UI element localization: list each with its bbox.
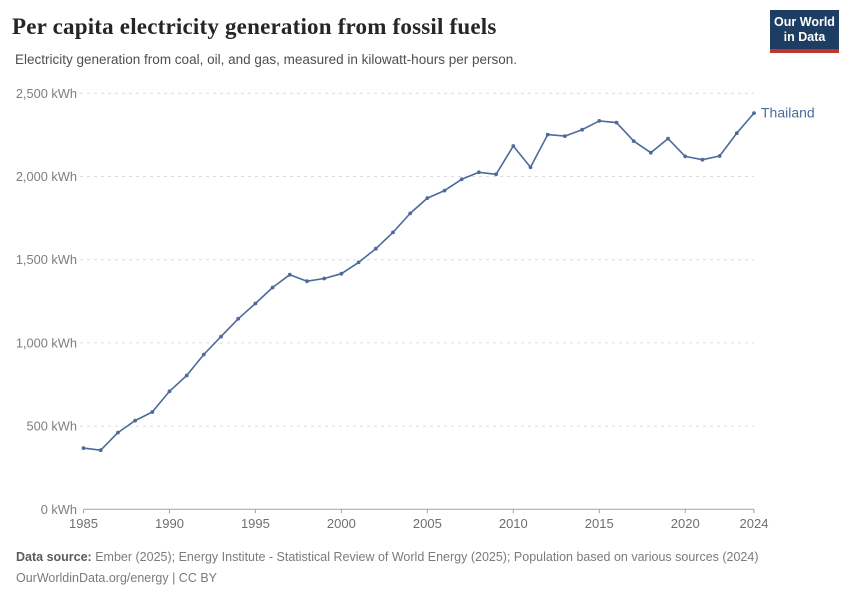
data-point[interactable]	[734, 131, 739, 135]
data-point[interactable]	[459, 177, 464, 182]
data-point[interactable]	[528, 165, 533, 170]
series-end-label[interactable]: Thailand	[761, 105, 815, 121]
x-tick-label: 1995	[241, 516, 270, 531]
data-point[interactable]	[648, 150, 653, 155]
data-point[interactable]	[322, 276, 327, 281]
data-point[interactable]	[219, 334, 223, 339]
data-point[interactable]	[270, 285, 275, 290]
x-tick-label: 2005	[413, 516, 442, 531]
data-point[interactable]	[614, 120, 619, 125]
y-tick-label: 1,000 kWh	[16, 335, 77, 350]
x-tick-label: 1990	[155, 516, 184, 531]
data-point[interactable]	[305, 279, 309, 284]
data-point[interactable]	[356, 260, 361, 265]
data-point[interactable]	[683, 154, 688, 159]
chart-svg[interactable]: 0 kWh 500 kWh 1,000 kWh 1,500 kWh 2,000 kWh 2…	[0, 80, 850, 540]
data-source-label: Data source:	[16, 550, 92, 564]
data-point[interactable]	[98, 448, 103, 453]
data-point[interactable]	[253, 301, 258, 306]
data-point[interactable]	[133, 418, 138, 423]
y-tick-label: 2,500 kWh	[16, 86, 77, 101]
data-point[interactable]	[494, 172, 498, 177]
y-tick-label: 2,000 kWh	[16, 169, 77, 184]
data-point[interactable]	[442, 188, 447, 193]
data-source-text: Ember (2025); Energy Institute - Statist…	[91, 550, 759, 564]
data-point[interactable]	[563, 134, 567, 138]
data-source-line: Data source: Ember (2025); Energy Instit…	[16, 547, 836, 568]
data-point[interactable]	[580, 127, 584, 132]
data-point[interactable]	[287, 272, 292, 277]
page-title: Per capita electricity generation from f…	[12, 14, 497, 39]
owid-logo-line2: in Data	[783, 29, 826, 44]
data-point[interactable]	[116, 430, 120, 435]
data-point[interactable]	[631, 139, 636, 143]
data-point[interactable]	[373, 246, 378, 251]
chart-subtitle: Electricity generation from coal, oil, a…	[15, 52, 517, 67]
data-point[interactable]	[236, 316, 241, 321]
owid-logo-line1: Our World	[774, 14, 835, 29]
data-point[interactable]	[597, 119, 602, 123]
data-point[interactable]	[81, 446, 86, 450]
license-line[interactable]: OurWorldinData.org/energy | CC BY	[16, 571, 218, 585]
data-point[interactable]	[477, 170, 481, 175]
data-point[interactable]	[408, 211, 413, 216]
data-point[interactable]	[201, 352, 206, 357]
owid-logo[interactable]: Our World in Data	[770, 10, 839, 53]
chart-area[interactable]: 0 kWh 500 kWh 1,000 kWh 1,500 kWh 2,000 kWh 2…	[0, 80, 850, 540]
x-tick-label: 2010	[499, 516, 528, 531]
data-point[interactable]	[339, 271, 344, 276]
x-tick-label: 2024	[740, 516, 769, 531]
data-point[interactable]	[700, 157, 705, 162]
x-tick-label: 2000	[327, 516, 356, 531]
data-point[interactable]	[752, 111, 756, 115]
x-tick-label: 1985	[69, 516, 98, 531]
data-point[interactable]	[717, 154, 722, 158]
data-point[interactable]	[545, 132, 550, 137]
data-point[interactable]	[167, 389, 172, 394]
data-point[interactable]	[391, 230, 395, 235]
y-tick-label: 500 kWh	[26, 419, 77, 434]
y-tick-label: 1,500 kWh	[16, 252, 77, 267]
data-point[interactable]	[425, 196, 430, 200]
data-point[interactable]	[511, 144, 516, 148]
chart-footer: Data source: Ember (2025); Energy Instit…	[16, 547, 836, 589]
y-tick-label: 0 kWh	[41, 502, 77, 517]
data-point[interactable]	[666, 136, 670, 141]
x-tick-label: 2015	[585, 516, 614, 531]
line-series-thailand[interactable]	[82, 112, 755, 451]
data-point[interactable]	[184, 373, 189, 378]
x-tick-label: 2020	[671, 516, 700, 531]
data-point[interactable]	[150, 410, 155, 414]
